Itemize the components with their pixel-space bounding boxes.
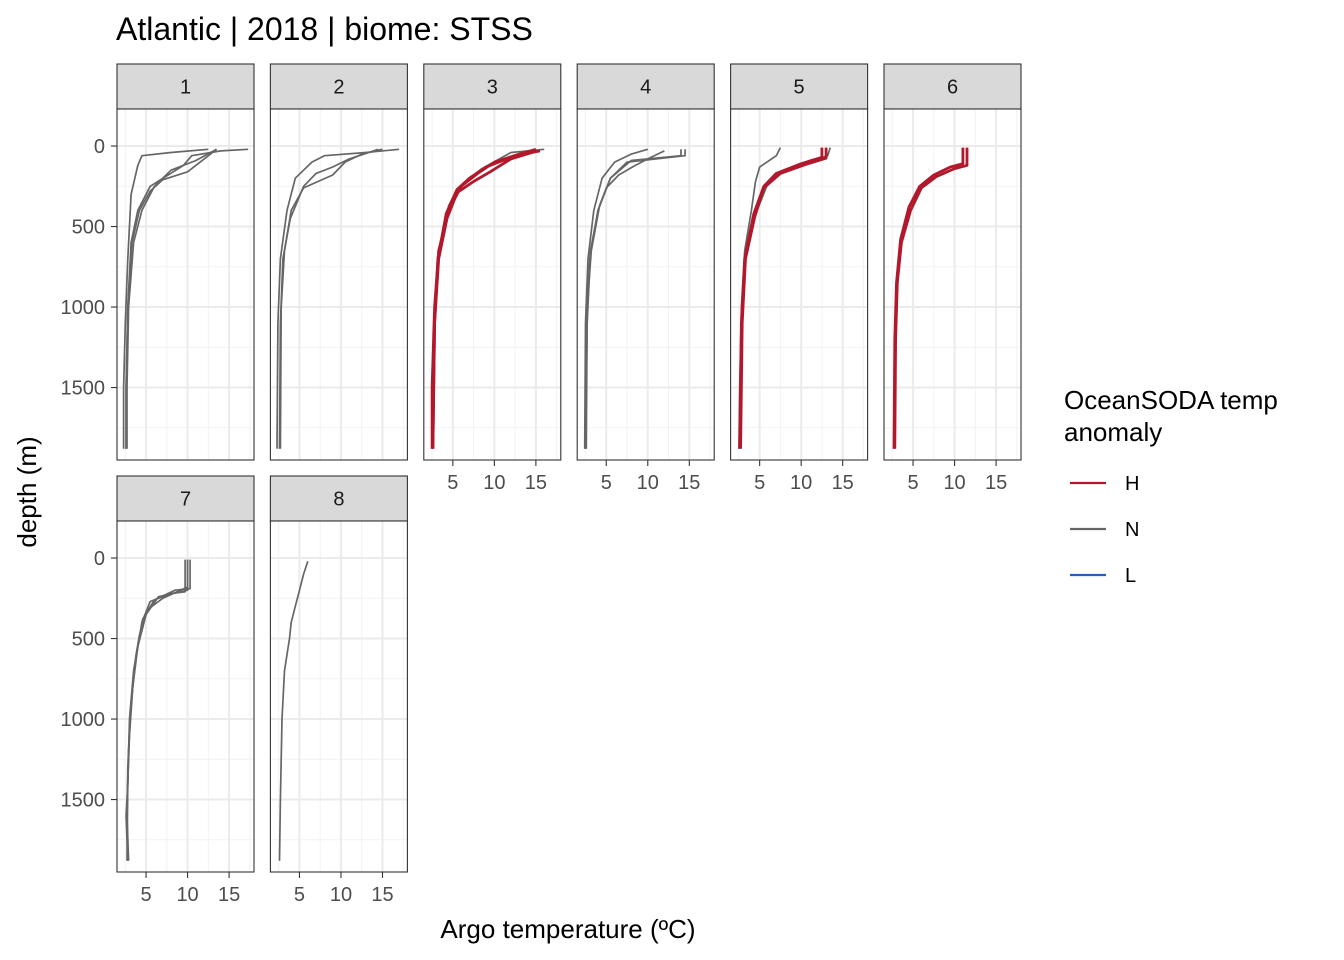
panel-background xyxy=(730,109,868,460)
facet-strip-label: 2 xyxy=(333,77,344,99)
panel-background xyxy=(884,109,1021,460)
facet-panel-7: 7 0 500 1000 1500 5 10 15 xyxy=(61,475,255,906)
panel-border xyxy=(423,108,562,461)
x-tick-label: 15 xyxy=(832,472,854,494)
facet-panel-5: 5 5 10 15 xyxy=(730,63,869,494)
facet-strip xyxy=(423,63,562,110)
y-tick-label: 0 xyxy=(94,548,105,570)
legend: OceanSODA temp anomaly H N L xyxy=(1064,385,1278,587)
facet-strip-label: 1 xyxy=(180,77,191,99)
x-tick-label: 15 xyxy=(525,472,547,494)
y-axis-title: depth (m) xyxy=(12,436,42,547)
y-tick-label: 1500 xyxy=(61,378,106,400)
panel-border xyxy=(116,108,255,461)
facet-strip xyxy=(883,63,1022,110)
profile-line-n xyxy=(122,148,209,449)
panel-background xyxy=(423,109,561,460)
facet-panel-2: 2 xyxy=(269,63,408,461)
x-tick-label: 5 xyxy=(140,884,151,906)
x-tick-label: 5 xyxy=(294,884,305,906)
facet-panel-6: 6 5 10 15 xyxy=(883,63,1022,494)
panel-background xyxy=(270,521,408,872)
x-tick-label: 10 xyxy=(637,472,659,494)
panel-border xyxy=(116,520,255,873)
profile-line-h xyxy=(431,151,533,449)
facet-strip xyxy=(576,63,715,110)
profile-line-n xyxy=(126,148,218,449)
legend-label-h: H xyxy=(1125,473,1139,495)
x-tick-label: 15 xyxy=(985,472,1007,494)
x-tick-label: 15 xyxy=(218,884,240,906)
x-tick-label: 15 xyxy=(678,472,700,494)
facet-panel-8: 8 5 10 15 xyxy=(269,475,408,906)
x-tick-label: 15 xyxy=(371,884,393,906)
x-tick-label: 10 xyxy=(330,884,352,906)
x-tick-label: 5 xyxy=(754,472,765,494)
panel-border xyxy=(730,108,869,461)
y-tick-label: 0 xyxy=(94,136,105,158)
x-tick-label: 10 xyxy=(176,884,198,906)
legend-label-n: N xyxy=(1125,519,1139,541)
facet-panel-1: 1 0 500 1000 1500 xyxy=(61,63,255,461)
chart-title: Atlantic | 2018 | biome: STSS xyxy=(116,11,533,47)
x-tick-label: 5 xyxy=(601,472,612,494)
x-tick-label: 5 xyxy=(907,472,918,494)
facet-strip xyxy=(730,63,869,110)
legend-title-line-1: OceanSODA temp xyxy=(1064,385,1278,415)
panel-background xyxy=(270,109,408,460)
x-tick-label: 10 xyxy=(483,472,505,494)
facet-panel-3: 3 5 10 15 xyxy=(423,63,562,494)
panel-border xyxy=(576,108,715,461)
facet-strip xyxy=(269,475,408,522)
x-axis-title: Argo temperature (ºC) xyxy=(440,914,695,944)
legend-title-line-2: anomaly xyxy=(1064,417,1162,447)
y-tick-label: 1000 xyxy=(61,297,106,319)
facet-strip-label: 8 xyxy=(333,489,344,511)
panel-border xyxy=(269,108,408,461)
y-tick-label: 1000 xyxy=(61,709,106,731)
x-tick-label: 10 xyxy=(790,472,812,494)
panel-background xyxy=(117,109,254,460)
profile-line-n xyxy=(278,561,309,861)
profile-line-n xyxy=(279,148,383,449)
facet-strip-label: 5 xyxy=(794,77,805,99)
profile-line-n xyxy=(126,559,189,861)
facet-strip xyxy=(116,63,255,110)
facet-strip-label: 4 xyxy=(640,77,651,99)
profile-line-n xyxy=(584,150,665,449)
y-tick-label: 500 xyxy=(72,217,105,239)
facet-strip-label: 6 xyxy=(947,77,958,99)
profile-line-n xyxy=(125,148,218,449)
panel-border xyxy=(269,520,408,873)
facet-strip xyxy=(269,63,408,110)
x-tick-label: 10 xyxy=(943,472,965,494)
profile-line-h xyxy=(739,147,828,449)
profile-line-n xyxy=(276,148,400,449)
facet-panel-4: 4 5 10 15 xyxy=(576,63,715,494)
y-tick-label: 500 xyxy=(72,629,105,651)
y-tick-label: 1500 xyxy=(61,790,106,812)
panel-border xyxy=(883,108,1022,461)
x-tick-label: 5 xyxy=(447,472,458,494)
legend-label-l: L xyxy=(1125,565,1136,587)
panel-background xyxy=(577,109,715,460)
profile-line-n xyxy=(583,148,649,449)
profile-line-h xyxy=(893,147,969,449)
facet-strip-label: 7 xyxy=(180,489,191,511)
legend-items: H N L xyxy=(1070,473,1139,587)
facet-strip-label: 3 xyxy=(487,77,498,99)
